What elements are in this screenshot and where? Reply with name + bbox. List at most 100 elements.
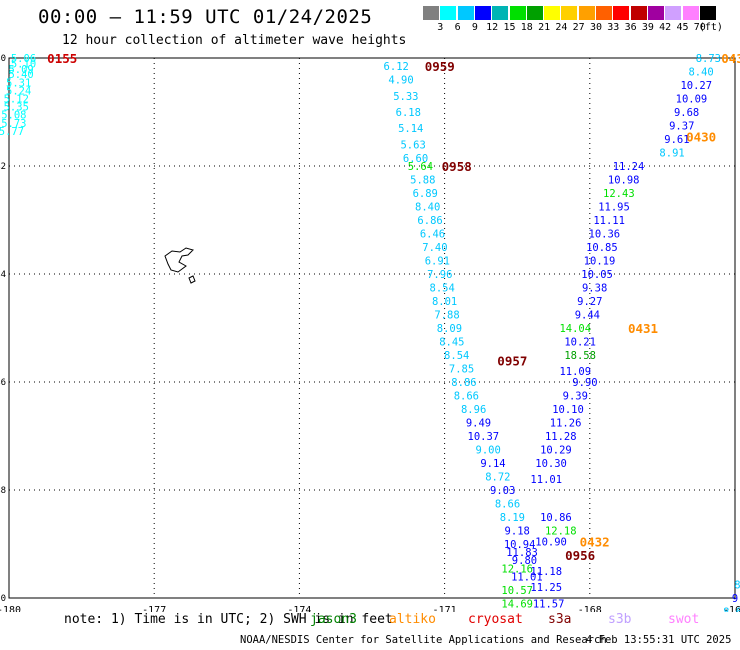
color-scale-swatch bbox=[613, 6, 630, 20]
swh-value: 11.57 bbox=[533, 598, 565, 610]
swh-value: 5.88 bbox=[410, 175, 435, 187]
swh-value: 11.01 bbox=[530, 474, 562, 486]
swh-value: 10.09 bbox=[676, 94, 708, 106]
swh-value: 12.43 bbox=[603, 188, 635, 200]
longitude-label: -174 bbox=[287, 605, 311, 612]
satellite-legend-swot: swot bbox=[668, 612, 700, 627]
longitude-label: -171 bbox=[433, 605, 457, 612]
satellite-legend-jason3: jason3 bbox=[310, 612, 357, 627]
swh-value: 5.12 bbox=[4, 94, 29, 106]
swh-value: 7.85 bbox=[449, 364, 474, 376]
swh-value: 11.01 bbox=[511, 571, 543, 583]
color-scale-tick: 33 bbox=[607, 22, 620, 33]
swh-value: 10.86 bbox=[540, 512, 572, 524]
color-scale-tick: 15 bbox=[503, 22, 516, 33]
swh-value: 8.91 bbox=[659, 148, 684, 160]
swh-value: 8.40 bbox=[688, 67, 713, 79]
satellite-legend-s3a: s3a bbox=[548, 612, 572, 627]
latitude-label: 44 bbox=[0, 270, 6, 280]
color-scale-swatch bbox=[440, 6, 457, 20]
generated-timestamp: 4 Feb 13:55:31 UTC 2025 bbox=[586, 634, 732, 646]
satellite-legend-altiko: altiko bbox=[389, 612, 436, 627]
color-scale-tick: 45 bbox=[676, 22, 689, 33]
color-scale-tick: 3 bbox=[437, 22, 444, 33]
wave-height-map: -180 -177 -174 -171 -168 -165 40 42 44 46 48 50 5.06… bbox=[0, 51, 740, 613]
pass-time-label: 0957 bbox=[497, 353, 527, 368]
swh-value: 5.09 bbox=[8, 64, 33, 76]
swh-value: 8 bbox=[734, 580, 740, 592]
swh-value: 5.77 bbox=[0, 126, 24, 138]
swh-value: 5.31 bbox=[6, 77, 31, 89]
swh-value: 9.90 bbox=[572, 377, 597, 389]
color-scale-swatch bbox=[474, 6, 491, 20]
swh-value: 9.00 bbox=[476, 445, 501, 457]
color-scale-swatch bbox=[578, 6, 595, 20]
color-scale-tick: 30 bbox=[589, 22, 603, 33]
swh-value: 10.90 bbox=[535, 536, 567, 548]
color-scale-swatch bbox=[699, 6, 716, 20]
footnote: note: 1) Time is in UTC; 2) SWH is in fe… bbox=[64, 612, 393, 627]
swh-value: 10.98 bbox=[608, 175, 640, 187]
swh-value: 10.21 bbox=[564, 337, 596, 349]
swh-value: 7.96 bbox=[427, 269, 452, 281]
swh-value: 9.37 bbox=[669, 121, 694, 133]
swh-value: 8.01 bbox=[432, 296, 457, 308]
swh-value: 9 bbox=[732, 593, 738, 605]
swh-value: 10.05 bbox=[581, 269, 613, 281]
swh-value: 7.40 bbox=[422, 242, 447, 254]
swh-value: 14.04 bbox=[559, 323, 591, 335]
swh-value: 8.86 bbox=[451, 377, 476, 389]
swh-value: 12.16 bbox=[501, 563, 533, 575]
color-scale-tick: 9 bbox=[471, 22, 478, 33]
pass-time-label: 0958 bbox=[442, 159, 472, 174]
swh-value: 10.57 bbox=[501, 585, 533, 597]
color-scale-tick: 36 bbox=[624, 22, 637, 33]
swh-value: 6.91 bbox=[425, 256, 450, 268]
color-scale-tick: 27 bbox=[572, 22, 585, 33]
swh-value: 9.14 bbox=[480, 458, 505, 470]
color-scale-swatch bbox=[457, 6, 474, 20]
swh-value: 8.09 bbox=[437, 323, 462, 335]
swh-value: 9.49 bbox=[466, 418, 491, 430]
swh-value: 5.14 bbox=[398, 123, 423, 135]
swh-value: 5.08 bbox=[1, 110, 26, 122]
swh-value: 9.39 bbox=[563, 391, 588, 403]
satellite-legend-cryosat: cryosat bbox=[468, 612, 523, 627]
pass-time-label: 0155 bbox=[47, 51, 77, 66]
color-scale-swatch bbox=[492, 6, 509, 20]
swh-value: 8.66 bbox=[495, 499, 520, 511]
color-scale-swatch bbox=[561, 6, 578, 20]
swh-value: 11.83 bbox=[506, 547, 538, 559]
pass-time-label: 043 bbox=[721, 51, 740, 66]
swh-value: 8.73 bbox=[696, 53, 721, 65]
swh-value: 9.27 bbox=[577, 296, 602, 308]
swh-value: 5.24 bbox=[6, 85, 31, 97]
pass-time-label: 0956 bbox=[565, 548, 595, 563]
map-subtitle: 12 hour collection of altimeter wave hei… bbox=[62, 33, 407, 48]
swh-value: 10.30 bbox=[535, 458, 567, 470]
swh-value: 10.19 bbox=[584, 256, 616, 268]
swh-value: 11.24 bbox=[613, 161, 645, 173]
swh-value: 8.45 bbox=[439, 337, 464, 349]
color-scale-swatch bbox=[509, 6, 526, 20]
longitude-label: -165 bbox=[723, 605, 740, 612]
swh-value: 8.66 bbox=[454, 391, 479, 403]
map-frame bbox=[8, 57, 736, 599]
longitude-label: -180 bbox=[0, 605, 21, 612]
swh-value: 5.10 bbox=[11, 58, 36, 70]
swh-value: 5.33 bbox=[393, 91, 418, 103]
color-scale-swatch bbox=[544, 6, 561, 20]
swh-value: 11.18 bbox=[530, 566, 562, 578]
swh-value: 4.90 bbox=[388, 75, 413, 87]
swh-value: 8.6 bbox=[723, 607, 740, 613]
color-scale-swatch bbox=[682, 6, 699, 20]
longitude-label: -168 bbox=[578, 605, 602, 612]
color-scale-swatch bbox=[647, 6, 664, 20]
swh-value: 8.54 bbox=[430, 283, 455, 295]
color-scale-swatch bbox=[665, 6, 682, 20]
swh-value: 10.10 bbox=[552, 404, 584, 416]
swh-value: 8.54 bbox=[444, 350, 469, 362]
longitude-label: -177 bbox=[142, 605, 166, 612]
swh-value: 6.46 bbox=[420, 229, 445, 241]
swh-value: 11.11 bbox=[593, 215, 625, 227]
